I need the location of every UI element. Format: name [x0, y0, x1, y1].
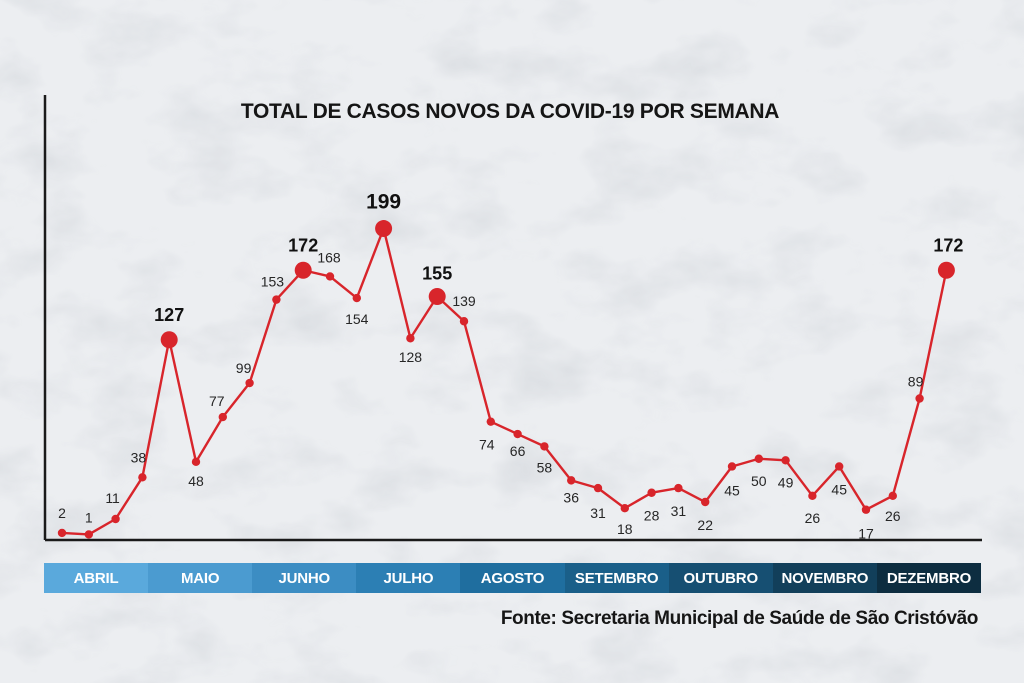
data-point	[620, 503, 629, 513]
series-line	[61, 227, 948, 536]
data-point	[406, 334, 415, 343]
data-label: 155	[422, 264, 452, 284]
data-label: 128	[399, 349, 423, 365]
data-label: 11	[105, 490, 120, 506]
month-label-agosto: AGOSTO	[460, 563, 565, 593]
data-label: 26	[885, 508, 901, 524]
highlight-point	[937, 261, 955, 279]
data-label: 28	[644, 508, 660, 524]
data-point	[57, 528, 67, 538]
data-label: 18	[617, 521, 633, 537]
data-label: 31	[590, 505, 606, 521]
data-label: 172	[288, 235, 318, 255]
highlight-point	[375, 220, 393, 238]
source-note: Fonte: Secretaria Municipal de Saúde de …	[500, 608, 979, 629]
month-label-outubro: OUTUBRO	[668, 563, 773, 593]
data-point	[781, 456, 790, 465]
highlight-point	[160, 331, 178, 349]
data-label: 1	[85, 509, 93, 525]
data-label: 50	[751, 473, 767, 489]
data-label: 17	[858, 526, 874, 542]
data-label: 77	[209, 393, 225, 409]
data-point	[513, 429, 522, 439]
series-cases: 2 111381274877991531721681541991281551397…	[57, 191, 963, 542]
data-point	[593, 483, 603, 493]
data-label: 74	[479, 437, 495, 453]
data-label: 153	[261, 274, 285, 290]
data-point	[861, 505, 871, 514]
data-label: 45	[831, 481, 847, 497]
data-label: 154	[345, 311, 369, 327]
data-label: 48	[188, 473, 204, 489]
data-label: 31	[671, 503, 687, 519]
data-label: 22	[697, 517, 713, 533]
data-point	[218, 412, 227, 422]
data-point	[84, 530, 94, 539]
month-label-abril: ABRIL	[44, 563, 149, 593]
data-label: 49	[778, 474, 794, 490]
data-point	[111, 514, 120, 524]
month-label-dezembro: DEZEMBRO	[876, 563, 981, 593]
data-point	[486, 417, 495, 426]
data-point	[835, 462, 844, 471]
highlight-point	[428, 288, 446, 306]
data-label: 38	[131, 449, 147, 465]
data-label: 26	[805, 510, 821, 526]
data-label: 172	[933, 235, 963, 255]
data-point	[701, 497, 710, 507]
data-point	[272, 295, 281, 304]
data-point	[647, 488, 656, 497]
data-point	[325, 272, 335, 281]
data-point	[888, 491, 897, 501]
data-label: 89	[908, 373, 924, 389]
data-label: 45	[724, 482, 740, 498]
data-point	[459, 317, 469, 326]
data-label: 99	[236, 360, 252, 376]
data-point	[674, 483, 683, 493]
data-point	[567, 476, 576, 485]
month-label-junho: JUNHO	[252, 563, 357, 593]
data-label: 199	[366, 191, 401, 214]
highlight-point	[294, 261, 312, 279]
data-point	[754, 454, 763, 463]
data-point	[191, 457, 201, 467]
data-point	[352, 293, 361, 303]
month-label-julho: JULHO	[356, 563, 461, 593]
month-band: ABRIL MAIO JUNHO JULHO AGOSTO SETEMBRO OUTUBRO…	[44, 563, 981, 593]
data-label: 66	[510, 443, 526, 459]
data-point	[138, 473, 147, 482]
data-label: 127	[154, 305, 184, 325]
data-point	[915, 394, 924, 403]
data-point	[540, 442, 549, 451]
month-label-setembro: SETEMBRO	[564, 563, 669, 593]
data-label: 36	[563, 489, 579, 505]
data-label: 139	[452, 293, 476, 309]
month-label-novembro: NOVEMBRO	[772, 563, 877, 593]
data-label: 168	[317, 249, 341, 265]
chart-axes	[43, 95, 982, 542]
data-label: 2	[58, 505, 66, 521]
data-point	[727, 462, 737, 471]
data-point	[245, 378, 254, 388]
data-point	[808, 491, 817, 501]
month-label-maio: MAIO	[148, 563, 253, 593]
data-label: 58	[537, 459, 553, 475]
chart-title: TOTAL DE CASOS NOVOS DA COVID-19 POR SEM…	[240, 100, 780, 123]
